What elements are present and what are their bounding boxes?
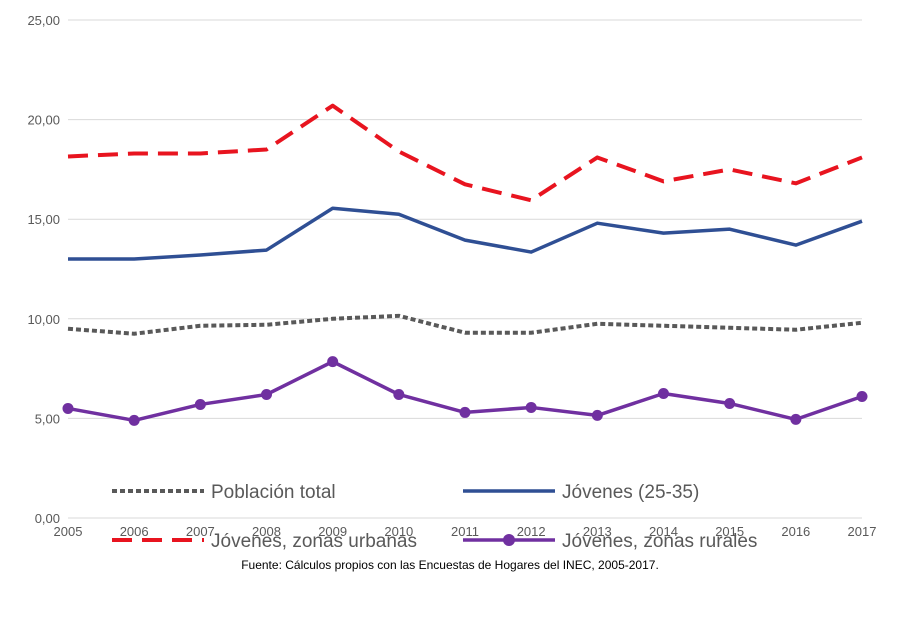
data-point (525, 401, 537, 413)
data-point (790, 413, 802, 425)
x-tick-label: 2013 (583, 524, 612, 539)
data-point (459, 406, 471, 418)
x-tick-label: 2007 (186, 524, 215, 539)
data-point (724, 397, 736, 409)
y-tick-label: 15,00 (27, 212, 60, 227)
x-axis-ticks: 2005 2006 2007 2008 2009 2010 2011 2012 2013 2014… (54, 524, 877, 539)
data-point (393, 388, 405, 400)
legend: Población total Jóvenes (25-35) Jóvenes, z… (112, 482, 757, 552)
y-tick-label: 25,00 (27, 13, 60, 28)
y-tick-label: 20,00 (27, 113, 60, 128)
data-point (261, 388, 272, 400)
data-point (128, 414, 140, 426)
data-point (856, 390, 868, 402)
series-line (67, 103, 863, 203)
source-note: Fuente: Cálculos propios con las Encuest… (241, 558, 659, 572)
data-point (62, 402, 74, 414)
x-tick-label: 2017 (848, 524, 877, 539)
data-point (194, 398, 206, 410)
x-tick-label: 2012 (517, 524, 546, 539)
legend-label: Jóvenes, zonas rurales (562, 531, 757, 552)
x-tick-label: 2009 (318, 524, 347, 539)
legend-label: Jóvenes, zonas urbanas (211, 531, 417, 552)
y-axis-ticks: 0,00 5,00 10,00 15,00 20,00 25,00 (27, 13, 60, 526)
series-line (67, 313, 863, 336)
y-tick-label: 0,00 (35, 511, 60, 526)
gridlines (68, 19, 862, 519)
data-point (658, 388, 669, 399)
x-tick-label: 2008 (252, 524, 281, 539)
x-tick-label: 2005 (54, 524, 83, 539)
legend-label: Población total (211, 482, 336, 503)
x-tick-label: 2015 (715, 524, 744, 539)
data-point (327, 356, 339, 368)
x-tick-label: 2011 (451, 524, 479, 539)
y-tick-label: 5,00 (35, 411, 60, 426)
x-tick-label: 2016 (781, 524, 810, 539)
legend-label: Jóvenes (25-35) (562, 482, 699, 503)
y-tick-label: 10,00 (27, 312, 60, 327)
x-tick-label: 2006 (120, 524, 149, 539)
x-tick-label: 2010 (384, 524, 413, 539)
series-line (68, 206, 863, 261)
series-lines (62, 103, 868, 426)
data-point (591, 409, 603, 421)
x-tick-label: 2014 (649, 524, 678, 539)
legend-marker (503, 534, 515, 546)
